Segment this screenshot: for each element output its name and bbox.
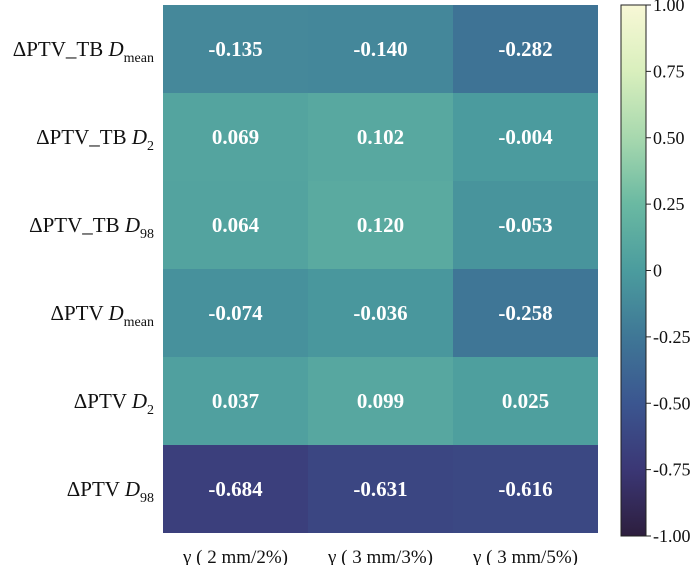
cell-value-label: 0.037 xyxy=(212,389,259,413)
cell-value-label: -0.036 xyxy=(353,301,407,325)
heatmap-cell xyxy=(453,5,598,93)
heatmap-cell xyxy=(163,269,308,357)
heatmap-cell xyxy=(163,445,308,533)
heatmap-cell xyxy=(453,357,598,445)
colorbar-tick-label: -1.00 xyxy=(653,526,691,546)
colorbar-tick-label: -0.25 xyxy=(653,327,691,347)
heatmap-cell xyxy=(308,269,453,357)
colorbar-tick-label: -0.75 xyxy=(653,460,691,480)
heatmap-cell xyxy=(453,93,598,181)
colorbar-tick-label: 1.00 xyxy=(653,0,685,15)
cell-value-label: -0.053 xyxy=(498,213,552,237)
row-label: ΔPTV_TB D98 xyxy=(29,213,154,242)
column-label: γ ( 3 mm/3%) xyxy=(327,547,433,565)
row-label: ΔPTV Dmean xyxy=(50,301,154,330)
heatmap-cell xyxy=(453,445,598,533)
colorbar-tick-label: 0.50 xyxy=(653,128,685,148)
colorbar-tick-label: -0.50 xyxy=(653,393,691,413)
cell-value-label: 0.064 xyxy=(212,213,260,237)
colorbar-tick-label: 0.75 xyxy=(653,61,685,81)
cell-value-label: -0.004 xyxy=(498,125,553,149)
cell-value-label: -0.631 xyxy=(353,477,407,501)
column-label: γ ( 3 mm/5%) xyxy=(472,547,578,565)
cell-value-label: 0.102 xyxy=(357,125,404,149)
heatmap-cell xyxy=(163,181,308,269)
heatmap-cell xyxy=(163,357,308,445)
heatmap-cell xyxy=(308,93,453,181)
heatmap-cell xyxy=(453,181,598,269)
row-label: ΔPTV_TB Dmean xyxy=(13,37,154,66)
heatmap-cell xyxy=(308,357,453,445)
cell-value-label: -0.135 xyxy=(208,37,262,61)
cell-value-label: 0.025 xyxy=(502,389,549,413)
colorbar-gradient xyxy=(620,4,647,537)
heatmap-cell xyxy=(453,269,598,357)
cell-value-label: -0.282 xyxy=(498,37,552,61)
colorbar: 1.00 0.75 0.50 0.25 0 -0.25 -0.50 -0.75 -1.00 xyxy=(620,0,691,546)
cell-value-label: -0.616 xyxy=(498,477,552,501)
cell-value-label: -0.140 xyxy=(353,37,407,61)
cell-value-label: -0.074 xyxy=(208,301,263,325)
heatmap-cell xyxy=(308,445,453,533)
row-labels: ΔPTV_TB Dmean ΔPTV_TB D2 ΔPTV_TB D98 ΔPTV D… xyxy=(13,37,154,506)
heatmap-cell xyxy=(163,5,308,93)
cell-value-label: -0.684 xyxy=(208,477,263,501)
cell-value-label: 0.099 xyxy=(357,389,404,413)
colorbar-tick-label: 0.25 xyxy=(653,194,685,214)
heatmap-cells: -0.135 -0.140 -0.282 0.069 0.102 -0.004 0.064 0… xyxy=(163,5,598,533)
row-label: ΔPTV_TB D2 xyxy=(36,125,154,154)
heatmap-cell xyxy=(308,181,453,269)
heatmap-cell xyxy=(308,5,453,93)
row-label: ΔPTV D2 xyxy=(74,389,154,418)
column-label: γ ( 2 mm/2%) xyxy=(182,547,288,565)
cell-value-label: 0.069 xyxy=(212,125,259,149)
column-labels: γ ( 2 mm/2%) γ ( 3 mm/3%) γ ( 3 mm/5%) xyxy=(182,547,578,565)
row-label: ΔPTV D98 xyxy=(67,477,154,506)
colorbar-tick-label: 0 xyxy=(653,261,662,281)
heatmap-cell xyxy=(163,93,308,181)
cell-value-label: 0.120 xyxy=(357,213,404,237)
cell-value-label: -0.258 xyxy=(498,301,552,325)
